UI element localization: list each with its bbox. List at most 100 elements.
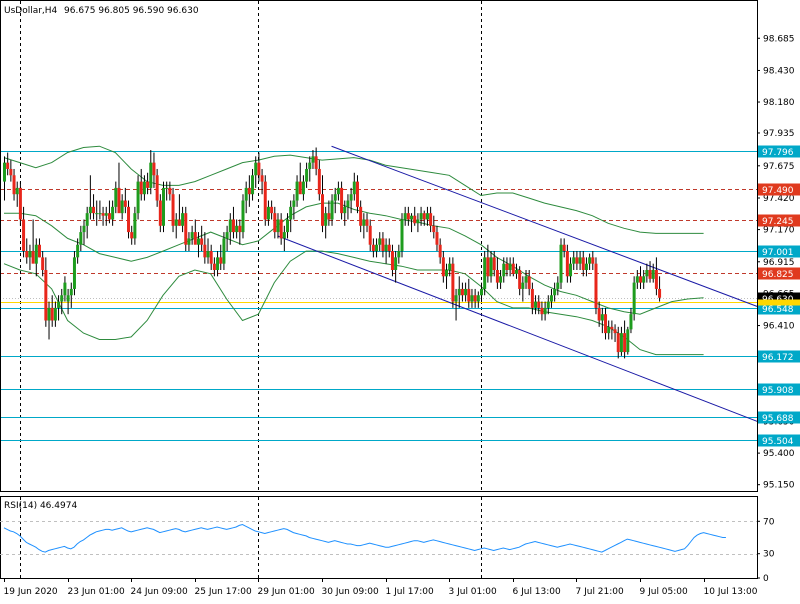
price-level-tag: [758, 245, 800, 258]
candle-body: [162, 187, 165, 226]
candle: [343, 200, 347, 226]
candle: [181, 206, 185, 233]
candle-body: [111, 206, 115, 220]
candle: [235, 219, 239, 239]
candle-body: [152, 162, 156, 176]
candle: [445, 263, 449, 289]
trend-channel: [277, 145, 758, 423]
candle: [575, 251, 579, 270]
price-level-tag: [758, 434, 800, 447]
candle: [321, 175, 324, 233]
candle: [410, 213, 414, 233]
candle: [626, 326, 630, 355]
candle-body: [645, 269, 649, 277]
candle-body: [18, 187, 22, 220]
candle-body: [619, 333, 623, 353]
price-level-tag: [758, 183, 800, 196]
candle: [505, 257, 509, 277]
candle: [317, 160, 321, 201]
candle-body: [635, 276, 639, 283]
candle-body: [375, 244, 379, 252]
time-tick-label: 24 Jun 09:00: [131, 587, 188, 597]
candle: [266, 200, 270, 226]
candle-body: [419, 213, 423, 220]
candle-body: [464, 288, 468, 296]
candle: [127, 200, 131, 239]
chart-ohlc: 96.675 96.805 96.590 96.630: [64, 6, 199, 16]
candle: [336, 181, 340, 201]
candle-body: [569, 263, 573, 277]
candle-body: [441, 257, 445, 277]
candle: [454, 288, 458, 321]
price-level-label: 95.688: [762, 414, 794, 424]
candle-body: [247, 187, 251, 195]
candle-body: [28, 251, 32, 258]
candle-body: [642, 276, 646, 283]
candle-body: [76, 244, 80, 258]
candle-body: [276, 219, 280, 233]
time-tick-label: 1 Jul 17:00: [386, 587, 435, 597]
candle-body: [435, 232, 439, 245]
rsi-title: RSI(14) 46.4974: [4, 501, 77, 511]
candle-body: [623, 333, 627, 353]
candle: [301, 175, 305, 201]
candle: [594, 257, 598, 315]
candle-body: [534, 301, 538, 308]
candle: [375, 238, 379, 258]
candle: [130, 225, 134, 245]
candle-body: [190, 232, 194, 239]
candle: [451, 257, 455, 308]
candle-body: [546, 301, 550, 308]
candle: [422, 210, 426, 226]
candle: [270, 200, 274, 220]
price-level-label: 97.796: [762, 148, 794, 158]
candle-body: [400, 219, 404, 252]
candle: [467, 278, 471, 308]
candle-body: [562, 244, 566, 252]
candle-body: [521, 282, 525, 289]
candle-body: [228, 219, 232, 233]
channel-lower-line: [277, 235, 758, 423]
candle: [397, 244, 401, 264]
time-tick-label: 25 Jun 17:00: [195, 587, 252, 597]
rsi-vertical-separators: [20, 497, 482, 578]
candle: [158, 194, 162, 233]
candle-body: [136, 181, 140, 214]
candle-body: [165, 187, 169, 189]
candle-body: [79, 232, 83, 245]
candle: [340, 181, 344, 220]
bollinger-bands: [3, 145, 704, 356]
candle-body: [565, 251, 569, 277]
rsi-level-lines: [0, 521, 757, 555]
candle-body: [266, 206, 270, 220]
candle-body: [53, 307, 57, 321]
candle: [495, 257, 499, 289]
candle-body: [104, 213, 108, 216]
candle-body: [378, 238, 382, 245]
candle-body: [343, 206, 347, 214]
rsi-axis: 70 30 0: [757, 517, 775, 584]
candle: [569, 257, 573, 283]
candle-body: [9, 168, 13, 176]
time-tick-label: 23 Jun 01:00: [68, 587, 125, 597]
candle-body: [57, 301, 61, 308]
candle-body: [658, 288, 662, 298]
candle-body: [244, 187, 248, 201]
time-tick-label: 9 Jul 05:00: [640, 587, 689, 597]
candle: [441, 251, 445, 283]
candle-body: [235, 225, 239, 233]
candle: [448, 257, 452, 277]
candle: [584, 257, 588, 277]
candle: [50, 295, 54, 327]
candle-body: [451, 263, 455, 302]
candle: [486, 244, 490, 283]
candle: [546, 295, 550, 315]
candle-body: [241, 200, 245, 233]
candle: [435, 225, 439, 252]
price-tick-label: 96.410: [763, 322, 795, 332]
candle: [305, 162, 309, 188]
candle-body: [107, 213, 111, 220]
candle-body: [432, 225, 436, 233]
candle-body: [184, 213, 188, 245]
